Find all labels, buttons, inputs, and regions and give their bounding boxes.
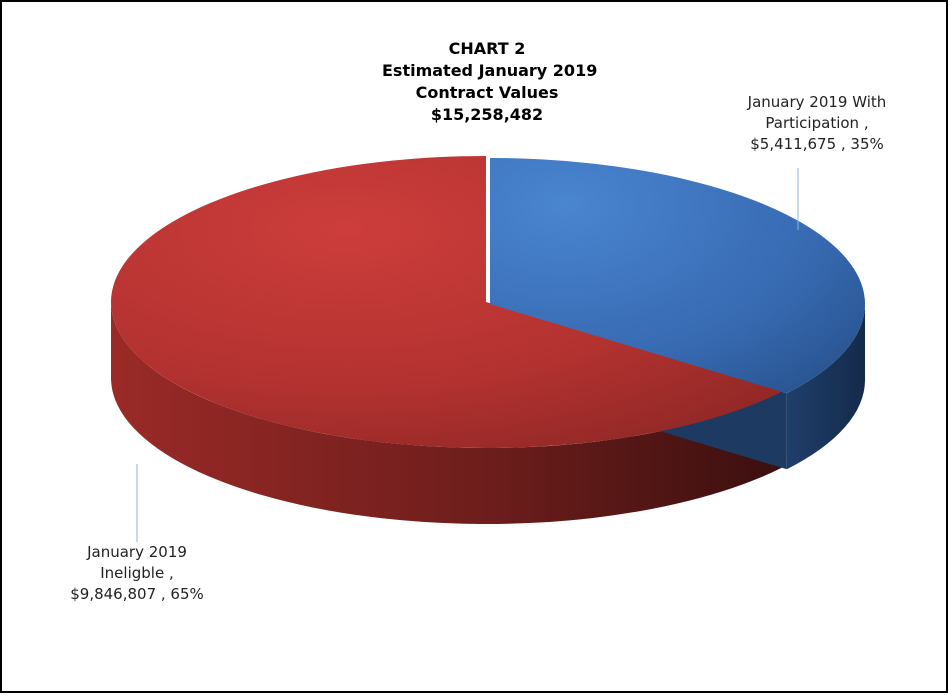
chart-title-line: Contract Values xyxy=(415,83,559,102)
data-label-ineligible: Ineligble , xyxy=(100,564,174,582)
leader-layer xyxy=(136,168,799,542)
data-label-ineligible: $9,846,807 , 65% xyxy=(70,585,204,603)
slice-top-participation xyxy=(490,158,865,394)
slice-side-participation xyxy=(786,304,865,470)
chart-title-line: $15,258,482 xyxy=(430,105,544,124)
chart-title-line: CHART 2 xyxy=(448,39,526,58)
data-label-participation: January 2019 With xyxy=(747,93,887,111)
slice-side-ineligible xyxy=(111,302,783,524)
slice-top-ineligible xyxy=(110,156,783,449)
chart-title-line: Estimated January 2019 xyxy=(382,61,598,80)
data-label-participation: $5,411,675 , 35% xyxy=(750,135,884,153)
data-label-participation: Participation , xyxy=(765,114,869,132)
pie-layer xyxy=(110,156,865,524)
data-label-ineligible: January 2019 xyxy=(87,543,187,561)
